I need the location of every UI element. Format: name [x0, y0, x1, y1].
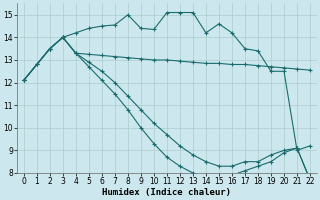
- X-axis label: Humidex (Indice chaleur): Humidex (Indice chaleur): [102, 188, 231, 197]
